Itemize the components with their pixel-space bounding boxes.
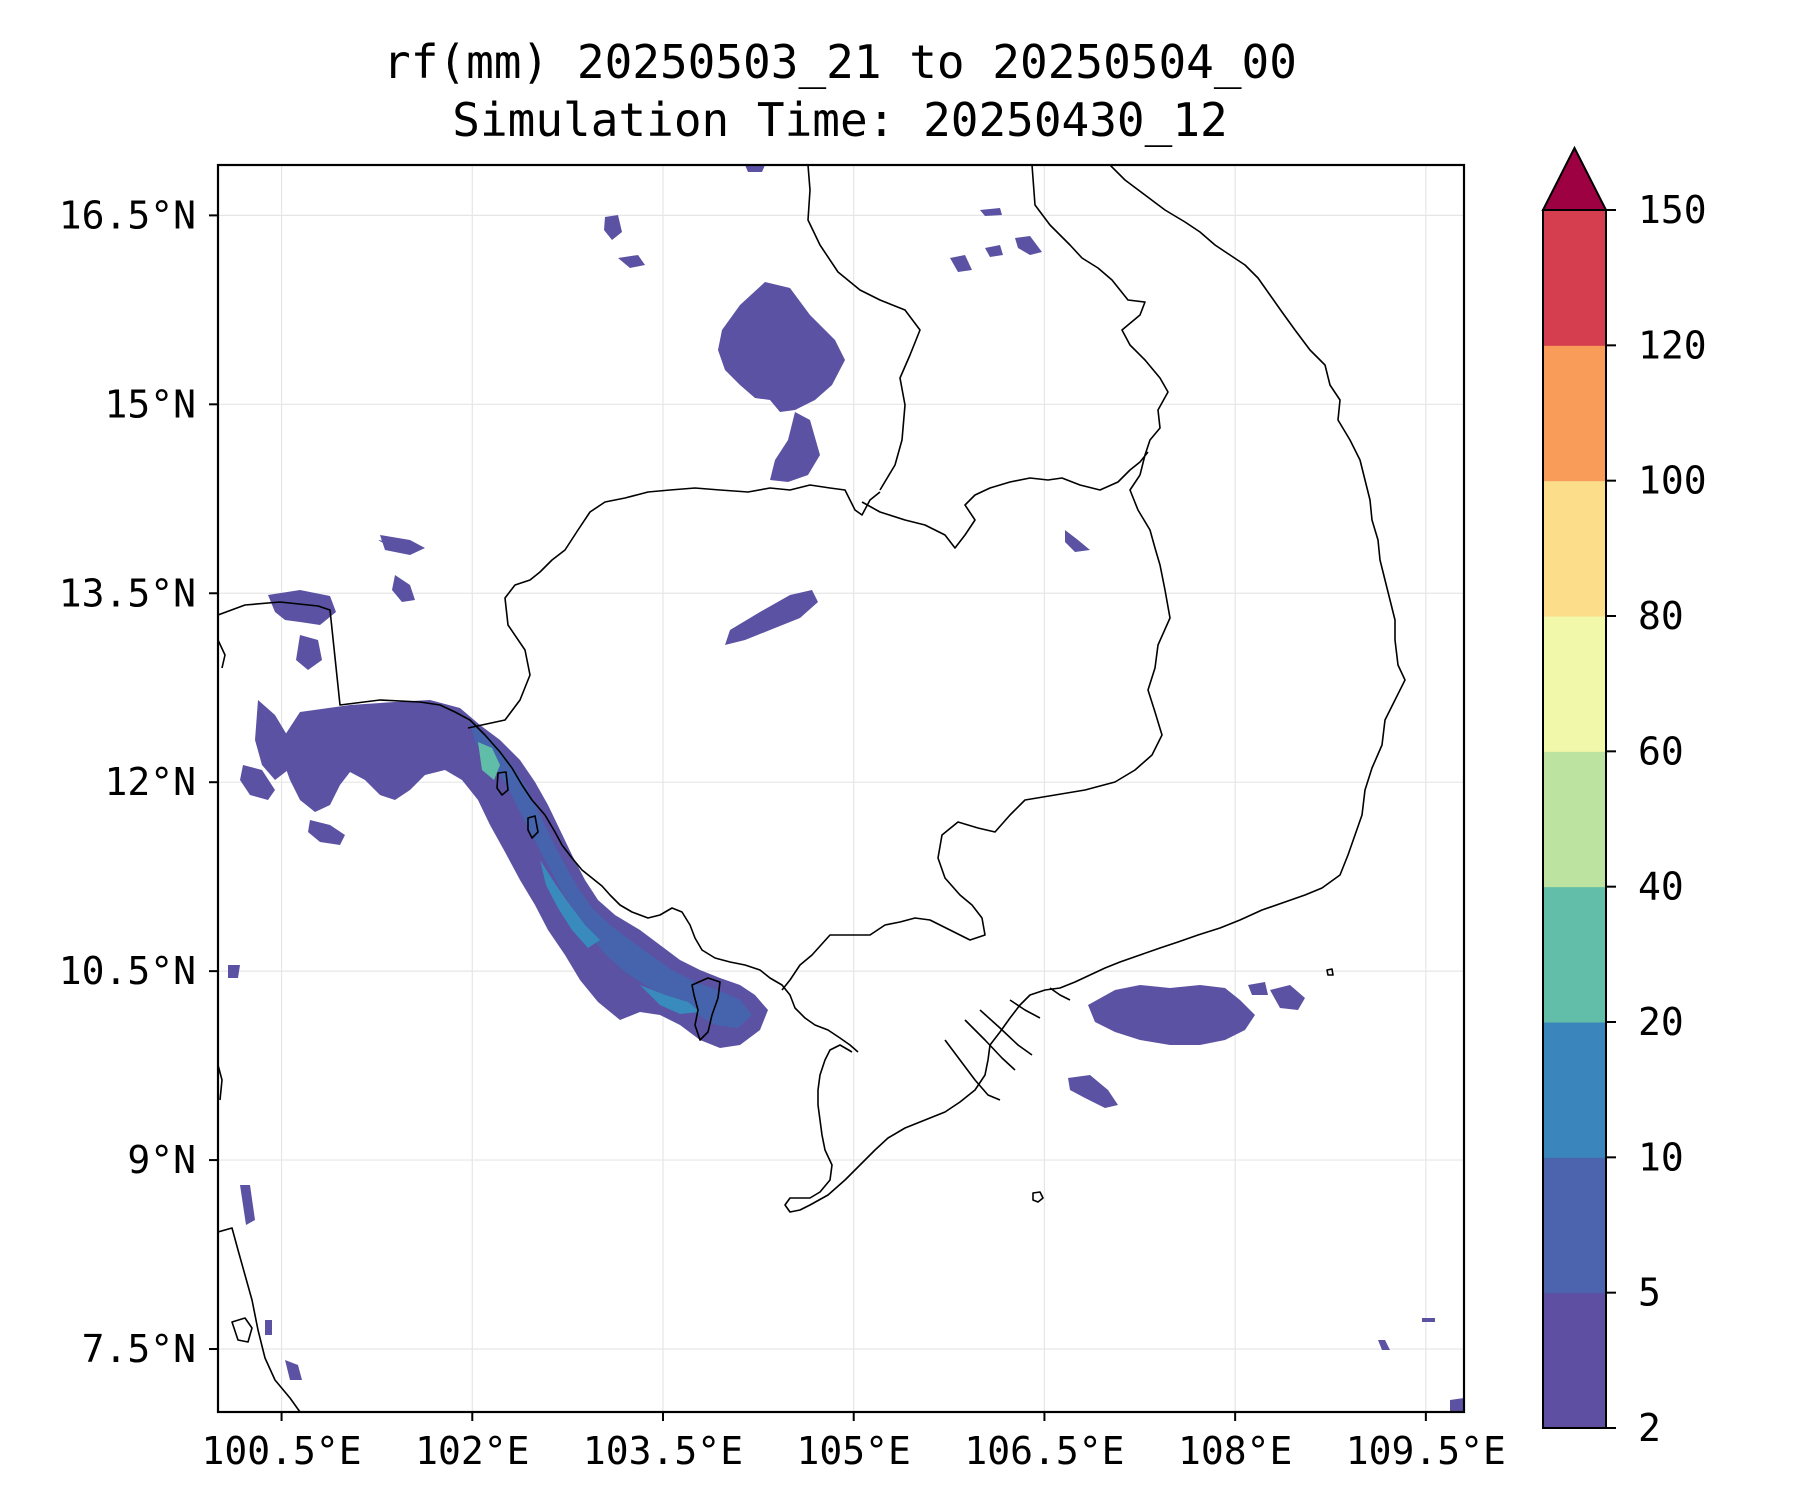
- coastline-vietnam-east: [1089, 165, 1406, 976]
- rain-area-rayong: [380, 535, 425, 555]
- border-cambodia-vietnam: [781, 474, 1171, 991]
- border-laos-cambodia: [861, 451, 1149, 549]
- colorbar-tick-label: 40: [1638, 865, 1684, 909]
- island-samui: [231, 1317, 253, 1343]
- rain-area-east-thailand-c: [308, 820, 345, 845]
- x-tick-label: 100.5°E: [201, 1429, 361, 1473]
- border-laos-vietnam: [1031, 165, 1169, 476]
- gridlines: [218, 165, 1464, 1412]
- map-content: [218, 165, 1464, 1412]
- rain-area-rayong-b: [392, 575, 415, 602]
- colorbar-segment: [1543, 1292, 1606, 1429]
- mekong-branches: [944, 987, 1071, 1101]
- rain-area-offshore-vn-c: [1248, 982, 1268, 995]
- y-tick-label: 15°N: [104, 382, 196, 426]
- x-axis-ticks: 100.5°E 102°E 103.5°E 105°E 106.5°E 108°E 109.…: [201, 1412, 1506, 1473]
- rain-area-east-thailand: [255, 700, 290, 780]
- x-tick-label: 102°E: [415, 1429, 529, 1473]
- chart-title: rf(mm) 20250503_21 to 20250504_00: [383, 35, 1297, 89]
- rain-area-gulf-coast-20: [540, 860, 600, 948]
- rain-area-north-a: [604, 215, 622, 240]
- colorbar-segment: [1543, 210, 1606, 346]
- rain-area-tonle-sap: [725, 590, 818, 645]
- rain-area-north-top: [745, 165, 765, 172]
- chart-subtitle: Simulation Time: 20250430_12: [452, 93, 1227, 147]
- colorbar-tick-label: 60: [1638, 729, 1684, 773]
- island-koh-kong: [496, 771, 509, 796]
- rain-area-north-e: [1015, 236, 1042, 255]
- y-tick-label: 10.5°N: [59, 949, 196, 993]
- map-background: [218, 165, 1464, 1412]
- colorbar-tick-label: 10: [1638, 1135, 1684, 1179]
- colorbar-segment: [1543, 345, 1606, 482]
- border-cambodia-thailand: [467, 484, 881, 729]
- border-laos-thailand: [807, 165, 921, 491]
- island-tho-chu: [1326, 968, 1334, 976]
- rain-area-se-a: [1378, 1340, 1390, 1350]
- colorbar-frame: [1542, 209, 1607, 1429]
- y-tick-label: 13.5°N: [59, 571, 196, 615]
- colorbar-tick-label: 80: [1638, 594, 1684, 638]
- rain-area-laos: [1065, 530, 1090, 552]
- colorbar-segment: [1543, 886, 1606, 1023]
- coastlines-borders: [218, 165, 1406, 1412]
- colorbar-tick-label: 20: [1638, 1000, 1684, 1044]
- rain-area-sw-b: [240, 1185, 255, 1225]
- x-tick-label: 103.5°E: [583, 1429, 743, 1473]
- map-frame: [216, 163, 1466, 1414]
- colorbar-segment: [1543, 480, 1606, 617]
- rain-area-gulf-coast-40: [478, 742, 500, 780]
- colorbar-segment: [1543, 1022, 1606, 1158]
- colorbar-segment: [1543, 751, 1606, 888]
- colorbar-tick-label: 2: [1638, 1406, 1661, 1450]
- colorbar-segment: [1543, 1157, 1606, 1294]
- rain-area-offshore-vn: [1088, 985, 1255, 1045]
- coastline-malay-peninsula: [218, 1227, 301, 1412]
- colorbar-tick-label: 120: [1638, 323, 1707, 367]
- y-tick-label: 7.5°N: [82, 1327, 196, 1371]
- island-koh-rong: [527, 815, 539, 839]
- colorbar-tick-label: 150: [1638, 188, 1707, 232]
- rain-area-chonburi: [268, 590, 336, 625]
- rain-area-sw-c: [265, 1320, 272, 1335]
- colorbar-tick-label: 5: [1638, 1271, 1661, 1315]
- x-tick-label: 106.5°E: [964, 1429, 1124, 1473]
- rain-area-mekong-offshore: [1068, 1075, 1118, 1108]
- coastline-mekong-delta: [784, 974, 1091, 1213]
- rain-area-north-c: [950, 255, 972, 272]
- x-tick-label: 108°E: [1178, 1429, 1292, 1473]
- rain-area-se-b: [1422, 1318, 1435, 1322]
- x-tick-label: 105°E: [797, 1429, 911, 1473]
- island-phu-quoc: [691, 977, 721, 1041]
- rain-area-khorat: [718, 282, 845, 412]
- y-tick-label: 16.5°N: [59, 193, 196, 237]
- rain-area-se-c: [1450, 1398, 1464, 1412]
- coastline-west-edge: [218, 639, 226, 1101]
- rain-area-east-thailand-b: [240, 765, 275, 800]
- coastline-thailand-gulf: [218, 601, 859, 1053]
- island-con-dao: [1032, 1191, 1044, 1203]
- map-panel: 100.5°E 102°E 103.5°E 105°E 106.5°E 108°E 109.…: [59, 163, 1506, 1473]
- colorbar-extend-triangle: [1541, 145, 1608, 211]
- y-tick-label: 12°N: [104, 760, 196, 804]
- rain-area-bkk-coast: [378, 540, 398, 550]
- x-tick-label: 109.5°E: [1346, 1429, 1506, 1473]
- colorbar-tick-label: 100: [1638, 459, 1707, 503]
- rain-area-offshore-vn-b: [1270, 985, 1305, 1010]
- rain-area-gulf-coast-20b: [640, 985, 700, 1014]
- rain-area-chonburi-b: [296, 635, 322, 670]
- colorbar: 2 5 10 20 40 60 80 100 120 150: [1541, 145, 1707, 1450]
- rain-area-sw-a: [228, 965, 240, 978]
- rain-area-khorat-b: [770, 412, 820, 482]
- y-tick-label: 9°N: [127, 1138, 196, 1182]
- rain-area-sw-d: [285, 1360, 302, 1380]
- y-axis-ticks: 16.5°N 15°N 13.5°N 12°N 10.5°N 9°N 7.5°N: [59, 193, 218, 1371]
- rain-area-north-f: [980, 208, 1002, 216]
- rain-area-north-d: [985, 245, 1003, 257]
- rain-area-north-b: [618, 255, 645, 268]
- colorbar-segment: [1543, 616, 1606, 752]
